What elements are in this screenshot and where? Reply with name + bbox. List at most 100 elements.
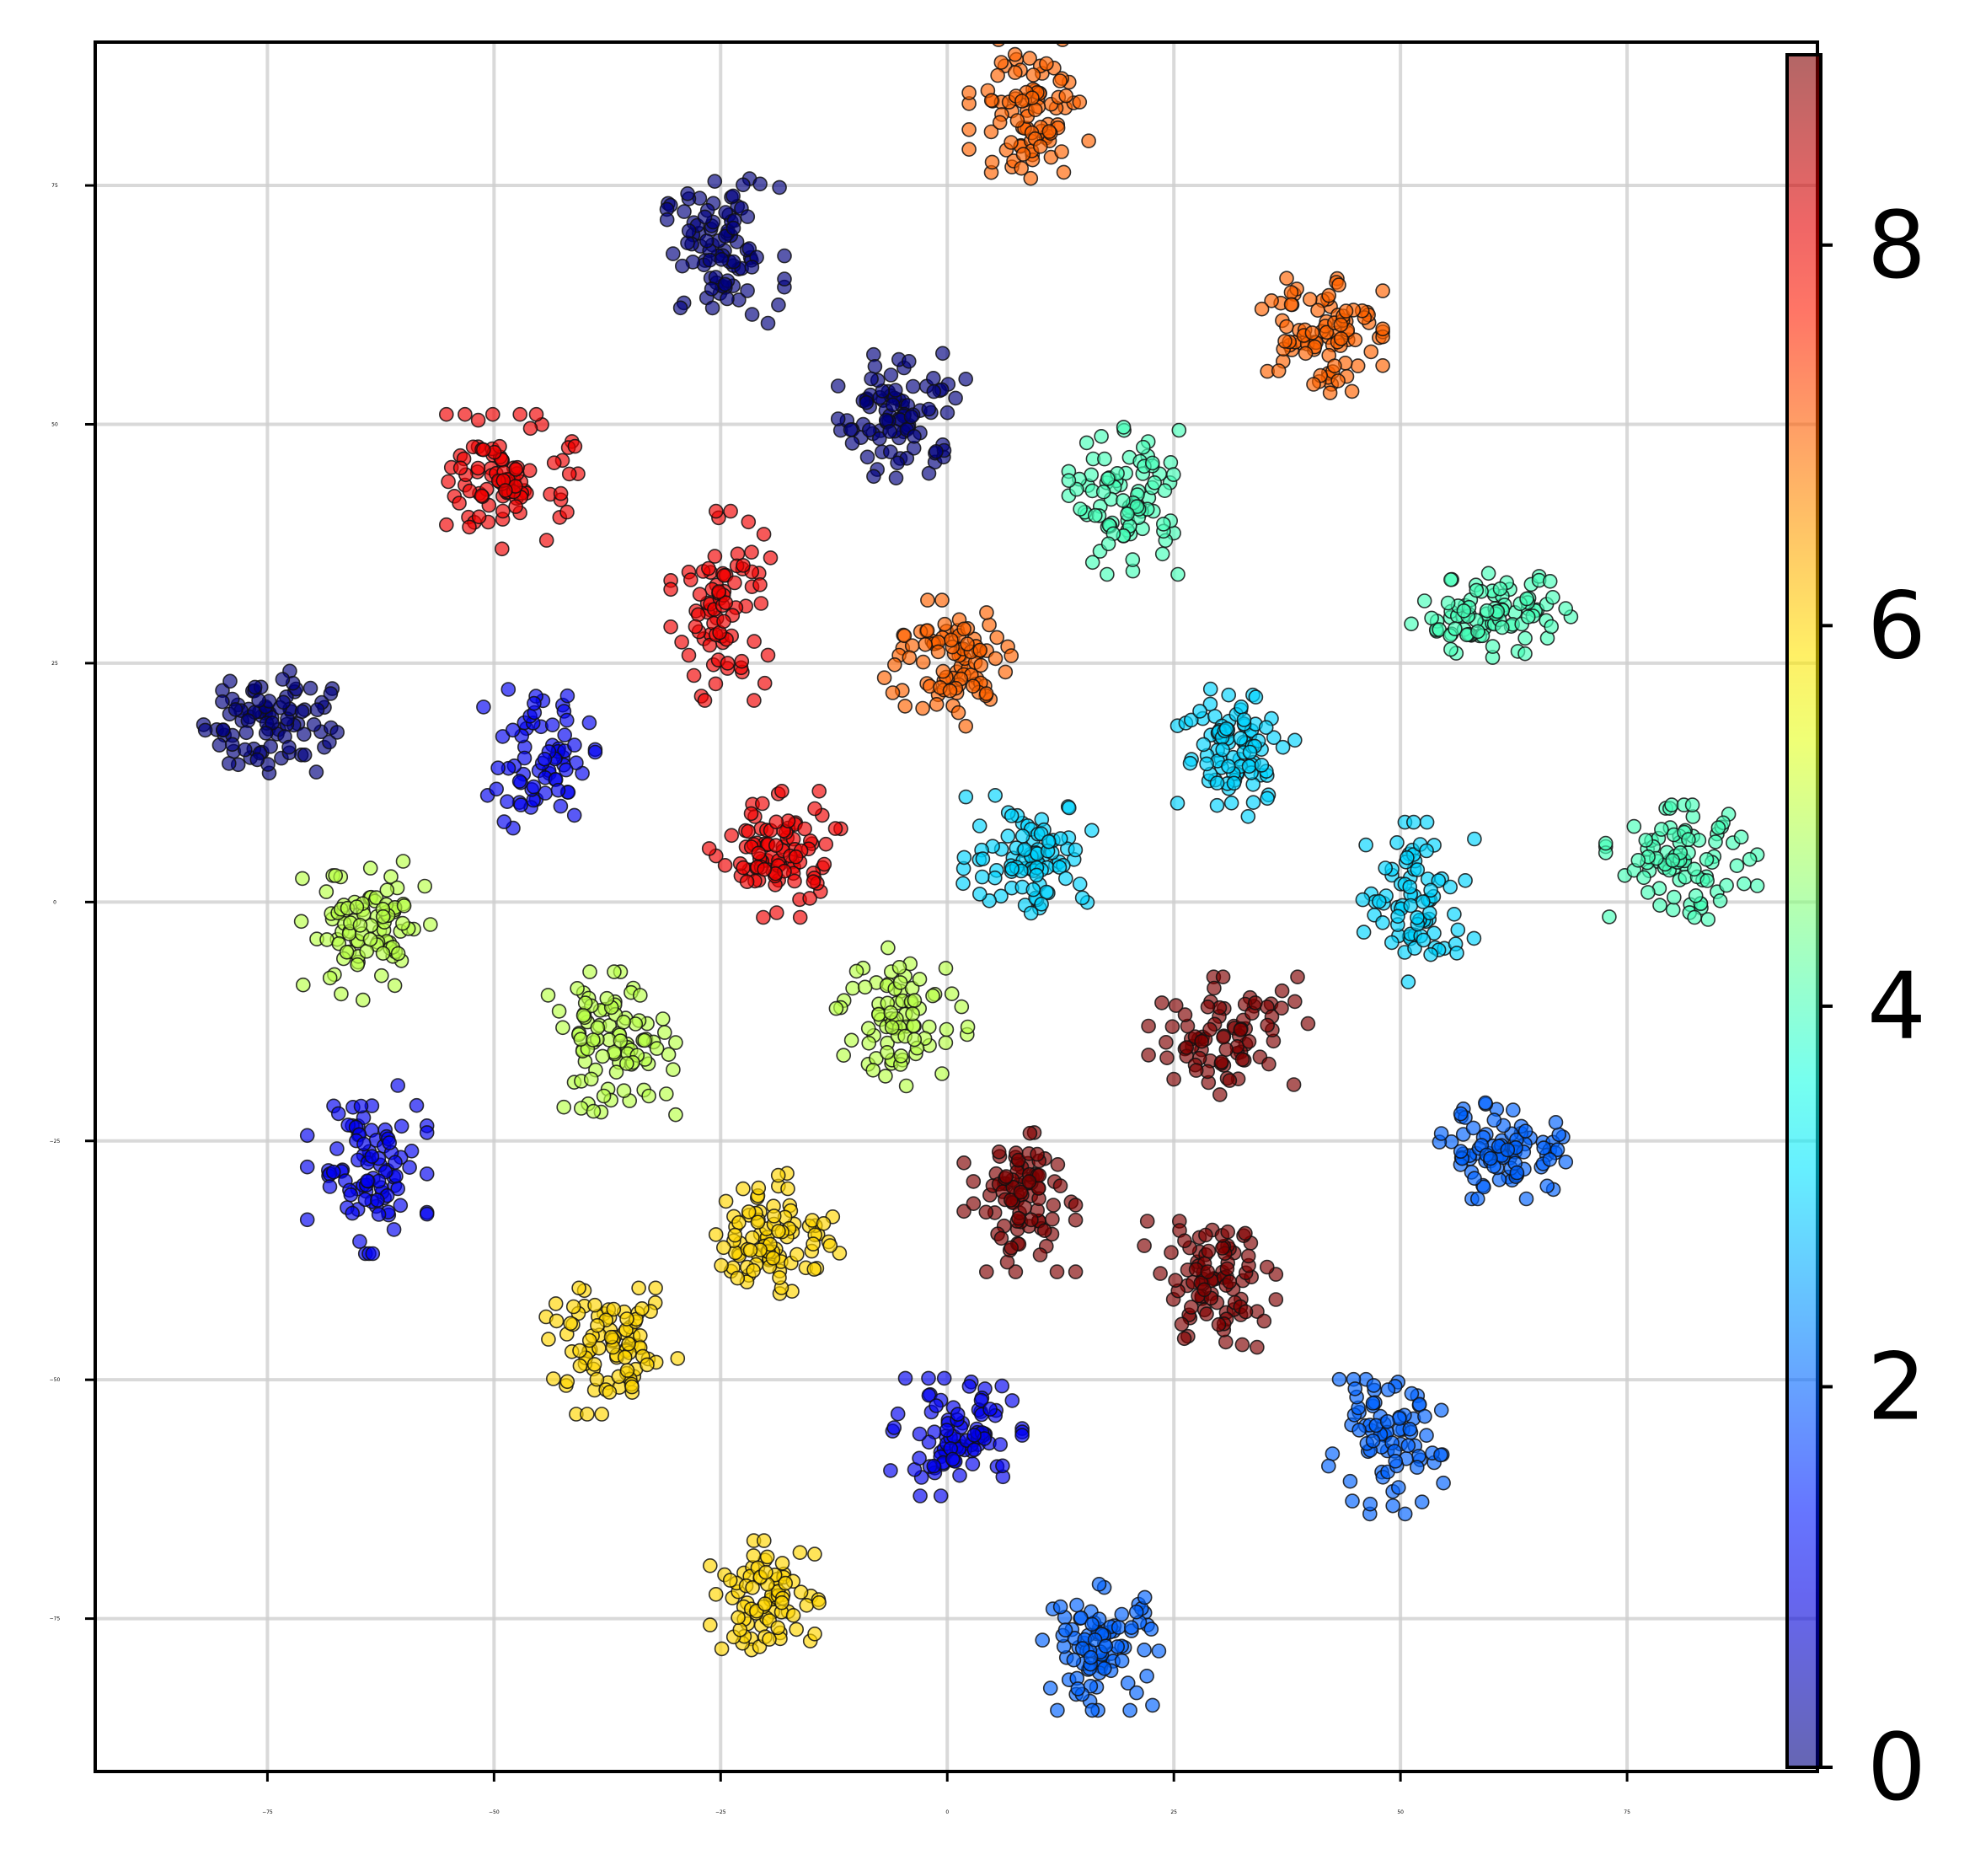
data-point xyxy=(788,849,804,865)
data-point xyxy=(565,1299,581,1315)
data-point xyxy=(806,1262,822,1277)
data-point xyxy=(526,779,542,795)
data-point xyxy=(1041,124,1057,139)
data-point xyxy=(1416,932,1432,948)
data-point xyxy=(1194,1033,1209,1049)
data-point xyxy=(778,1575,794,1591)
data-point xyxy=(251,693,266,709)
data-point xyxy=(522,421,538,437)
data-point xyxy=(1433,1402,1449,1418)
data-point xyxy=(1198,1227,1213,1243)
data-point xyxy=(1168,998,1184,1013)
data-point xyxy=(698,233,715,249)
data-point xyxy=(1729,858,1745,873)
cluster-label-6 xyxy=(538,1280,686,1422)
data-point xyxy=(974,869,990,885)
data-point xyxy=(1419,814,1435,830)
data-point xyxy=(631,1280,646,1296)
data-point xyxy=(902,353,917,369)
data-point xyxy=(994,1378,1009,1394)
data-point xyxy=(907,1032,923,1048)
data-point xyxy=(844,436,860,451)
data-point xyxy=(961,1379,977,1394)
y-tick-label: 50 xyxy=(51,421,58,427)
data-point xyxy=(717,858,733,873)
data-point xyxy=(553,485,569,501)
data-point xyxy=(616,1015,631,1030)
data-point xyxy=(1084,1702,1100,1718)
data-point xyxy=(1520,609,1536,624)
data-point xyxy=(379,882,395,898)
data-point xyxy=(258,726,274,741)
data-point xyxy=(670,1351,686,1366)
data-point xyxy=(993,1437,1008,1452)
data-point xyxy=(1331,277,1346,292)
data-point xyxy=(1467,831,1482,847)
data-point xyxy=(978,686,994,701)
data-point xyxy=(1375,915,1390,930)
data-point xyxy=(1025,67,1041,83)
data-point xyxy=(302,680,318,696)
data-point xyxy=(1124,1620,1139,1635)
data-point xyxy=(309,702,325,718)
data-point xyxy=(915,654,931,670)
data-point xyxy=(1480,565,1496,582)
data-point xyxy=(1400,850,1415,866)
data-point xyxy=(364,1149,380,1164)
data-point xyxy=(750,1214,766,1230)
data-point xyxy=(727,1227,743,1243)
data-point xyxy=(792,1545,808,1560)
data-point xyxy=(965,1456,981,1471)
cluster-label-6 xyxy=(708,1166,848,1301)
data-point xyxy=(704,281,720,297)
cluster-label-0 xyxy=(195,663,345,781)
data-point xyxy=(563,1316,579,1332)
data-point xyxy=(920,592,935,608)
data-point xyxy=(294,704,310,720)
data-point xyxy=(663,582,678,598)
data-point xyxy=(1325,1446,1341,1461)
data-point xyxy=(674,258,690,274)
data-point xyxy=(1254,758,1270,773)
data-point xyxy=(1234,1052,1250,1067)
data-point xyxy=(1163,454,1179,470)
data-point xyxy=(1433,1126,1449,1141)
data-point xyxy=(1242,744,1258,760)
data-point xyxy=(1256,1313,1272,1329)
data-point xyxy=(1014,94,1030,109)
data-point xyxy=(715,1240,731,1256)
data-point xyxy=(561,466,577,482)
data-point xyxy=(1073,501,1088,517)
data-point xyxy=(1664,797,1679,812)
data-point xyxy=(1517,646,1533,662)
data-point xyxy=(458,406,473,422)
data-point xyxy=(1417,1408,1432,1424)
data-point xyxy=(222,673,238,689)
data-point xyxy=(1400,974,1416,989)
data-point xyxy=(697,693,713,708)
data-point xyxy=(330,1106,346,1122)
data-point xyxy=(318,884,335,899)
data-point xyxy=(353,1098,369,1114)
data-point xyxy=(1241,1034,1257,1049)
data-point xyxy=(734,653,750,669)
data-point xyxy=(1023,905,1039,921)
data-point xyxy=(714,251,730,267)
data-point xyxy=(1192,704,1207,719)
data-point xyxy=(668,1035,683,1050)
data-point xyxy=(281,739,297,755)
data-point xyxy=(725,254,741,270)
cluster-label-0 xyxy=(659,171,792,331)
cluster-label-0 xyxy=(830,346,973,486)
data-point xyxy=(1410,910,1425,925)
data-point xyxy=(950,705,966,721)
data-point xyxy=(1088,507,1103,523)
data-point xyxy=(489,781,505,797)
data-point xyxy=(939,1423,955,1438)
data-point xyxy=(1128,1604,1144,1620)
data-point xyxy=(1164,1019,1180,1034)
data-point xyxy=(587,744,603,760)
data-point xyxy=(1416,593,1432,608)
data-point xyxy=(1245,795,1261,811)
data-point xyxy=(1392,1411,1407,1426)
